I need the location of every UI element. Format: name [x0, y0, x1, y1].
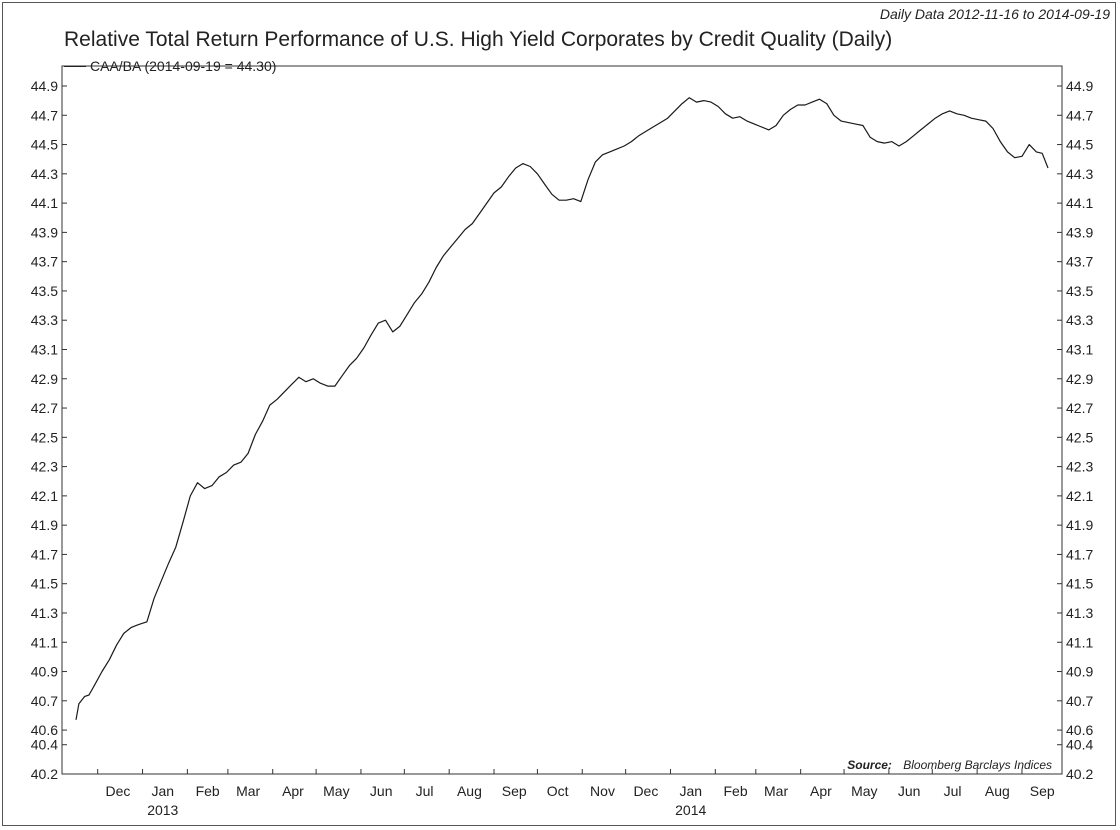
y-tick-label-left: 40.6: [31, 722, 58, 738]
y-tick-label-right: 43.5: [1066, 283, 1093, 299]
x-tick-label: Jul: [944, 783, 962, 799]
y-tick-label-left: 41.3: [31, 605, 58, 621]
y-tick-label-left: 40.7: [31, 693, 58, 709]
y-tick-label-right: 44.3: [1066, 166, 1093, 182]
y-tick-label-left: 40.9: [31, 664, 58, 680]
x-tick-label: Dec: [633, 783, 658, 799]
y-tick-label-right: 44.5: [1066, 137, 1093, 153]
y-tick-label-left: 40.4: [31, 737, 58, 753]
y-tick-label-left: 40.2: [31, 766, 58, 782]
source-note: Source: Bloomberg Barclays Indices: [847, 758, 1052, 772]
y-tick-label-left: 41.1: [31, 634, 58, 650]
legend-label: CAA/BA (2014-09-19 = 44.30): [90, 58, 277, 74]
x-year-label: 2014: [675, 802, 706, 818]
x-tick-label: Sep: [502, 783, 527, 799]
x-tick-label: Mar: [236, 783, 260, 799]
x-tick-label: Jan: [679, 783, 702, 799]
chart-title: Relative Total Return Performance of U.S…: [64, 28, 893, 51]
y-tick-label-left: 43.9: [31, 224, 58, 240]
y-tick-label-right: 43.1: [1066, 341, 1093, 357]
x-tick-label: Jun: [370, 783, 393, 799]
y-tick-label-right: 44.1: [1066, 195, 1093, 211]
x-tick-label: May: [851, 783, 877, 799]
y-tick-label-left: 43.5: [31, 283, 58, 299]
y-tick-label-right: 41.7: [1066, 546, 1093, 562]
y-tick-label-right: 40.7: [1066, 693, 1093, 709]
y-tick-label-left: 42.5: [31, 429, 58, 445]
y-tick-label-left: 41.9: [31, 517, 58, 533]
axes: 44.9 44.9 44.7 44.7 44.5 44.5 44.3 44.3 44.1 44.1…: [31, 65, 1093, 818]
y-tick-label-right: 40.4: [1066, 737, 1093, 753]
y-tick-label-right: 41.1: [1066, 634, 1093, 650]
y-tick-label-right: 42.1: [1066, 488, 1093, 504]
y-tick-label-right: 40.6: [1066, 722, 1093, 738]
y-tick-label-left: 43.1: [31, 341, 58, 357]
y-tick-label-left: 44.3: [31, 166, 58, 182]
y-tick-label-left: 42.7: [31, 400, 58, 416]
x-tick-label: Mar: [764, 783, 788, 799]
y-tick-label-right: 43.3: [1066, 312, 1093, 328]
y-tick-label-left: 42.9: [31, 371, 58, 387]
date-range-note: Daily Data 2012-11-16 to 2014-09-19: [879, 6, 1110, 22]
x-tick-label: Aug: [457, 783, 482, 799]
x-tick-label: Apr: [810, 783, 832, 799]
x-tick-label: Nov: [590, 783, 615, 799]
y-tick-label-right: 43.7: [1066, 254, 1093, 270]
legend: CAA/BA (2014-09-19 = 44.30): [64, 58, 276, 74]
y-tick-label-right: 43.9: [1066, 224, 1093, 240]
y-tick-label-left: 44.5: [31, 137, 58, 153]
x-tick-label: Feb: [196, 783, 220, 799]
y-tick-label-left: 44.1: [31, 195, 58, 211]
y-tick-label-right: 41.5: [1066, 576, 1093, 592]
x-tick-label: Dec: [105, 783, 130, 799]
x-tick-label: Aug: [985, 783, 1010, 799]
y-tick-label-right: 42.5: [1066, 429, 1093, 445]
x-tick-label: Jun: [898, 783, 921, 799]
x-tick-label: Sep: [1030, 783, 1055, 799]
y-tick-label-right: 42.9: [1066, 371, 1093, 387]
y-tick-label-right: 40.9: [1066, 664, 1093, 680]
y-tick-label-left: 44.9: [31, 78, 58, 94]
y-tick-label-right: 44.9: [1066, 78, 1093, 94]
source-text: Bloomberg Barclays Indices: [903, 758, 1052, 772]
x-tick-label: Feb: [724, 783, 748, 799]
x-tick-label: Jan: [151, 783, 174, 799]
y-tick-label-right: 41.9: [1066, 517, 1093, 533]
y-tick-label-left: 43.3: [31, 312, 58, 328]
y-tick-label-left: 41.5: [31, 576, 58, 592]
y-tick-label-left: 41.7: [31, 546, 58, 562]
y-tick-label-left: 42.3: [31, 459, 58, 475]
y-tick-label-right: 44.7: [1066, 107, 1093, 123]
source-label: Source:: [847, 758, 892, 772]
series-layer: [75, 97, 1049, 720]
x-tick-label: Apr: [282, 783, 304, 799]
y-tick-label-left: 42.1: [31, 488, 58, 504]
x-tick-label: Jul: [416, 783, 434, 799]
y-tick-label-right: 42.7: [1066, 400, 1093, 416]
y-tick-label-left: 43.7: [31, 254, 58, 270]
series-line-0: [75, 97, 1049, 720]
x-tick-label: May: [323, 783, 349, 799]
legend-swatch: [64, 65, 86, 67]
x-tick-label: Oct: [547, 783, 569, 799]
y-tick-label-right: 42.3: [1066, 459, 1093, 475]
y-tick-label-left: 44.7: [31, 107, 58, 123]
y-tick-label-right: 41.3: [1066, 605, 1093, 621]
plot-area: [61, 65, 1063, 775]
y-tick-label-right: 40.2: [1066, 766, 1093, 782]
x-year-label: 2013: [147, 802, 178, 818]
